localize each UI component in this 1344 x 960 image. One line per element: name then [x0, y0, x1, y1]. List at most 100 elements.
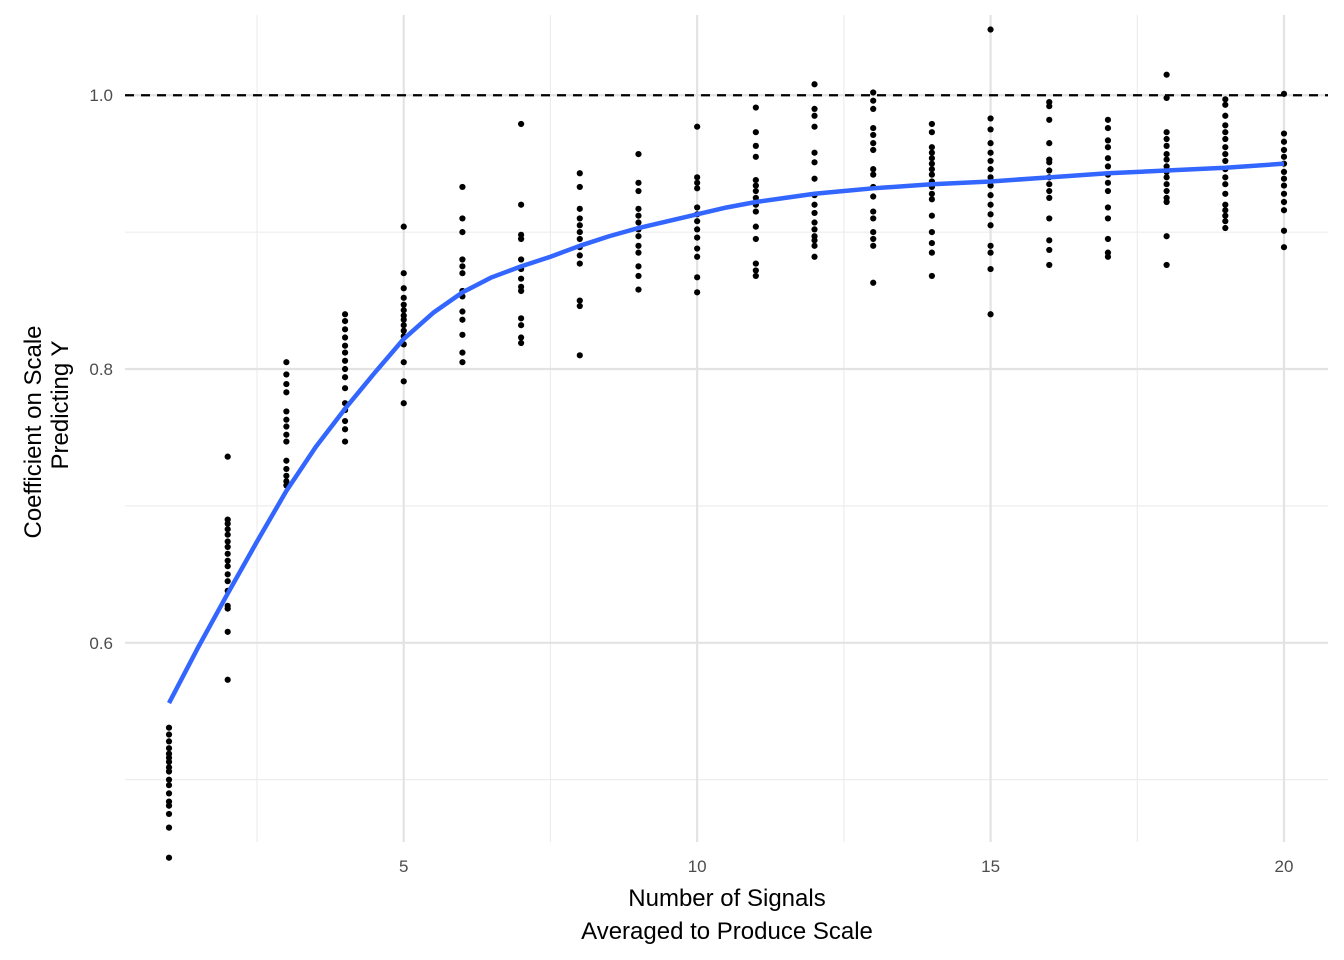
data-point	[1046, 187, 1053, 195]
data-point	[1046, 140, 1053, 147]
data-point	[1163, 233, 1170, 240]
data-point	[928, 149, 935, 156]
data-point	[341, 426, 349, 433]
data-point	[1222, 201, 1229, 208]
data-point	[224, 543, 231, 551]
data-point	[811, 123, 818, 130]
data-point	[870, 229, 877, 236]
data-point	[870, 279, 877, 286]
data-point	[987, 201, 994, 208]
data-point	[870, 146, 877, 154]
data-point	[576, 260, 583, 267]
data-point	[165, 745, 173, 752]
data-point	[341, 365, 349, 373]
data-point	[1163, 156, 1170, 163]
data-point	[1163, 135, 1170, 143]
data-point	[987, 311, 994, 318]
data-point	[576, 215, 583, 222]
data-point	[165, 854, 173, 861]
data-point	[1046, 246, 1053, 254]
data-point	[283, 389, 290, 396]
data-point	[224, 550, 231, 557]
data-point	[283, 371, 290, 378]
data-point	[635, 233, 642, 240]
data-point	[283, 465, 290, 473]
data-point	[928, 144, 935, 151]
data-point	[811, 159, 818, 166]
data-point	[576, 170, 583, 177]
data-point	[165, 782, 173, 789]
data-point	[1104, 124, 1112, 132]
data-point	[341, 385, 349, 392]
data-point	[341, 357, 349, 364]
data-point	[283, 431, 290, 438]
data-point	[283, 472, 290, 479]
x-tick-label: 5	[399, 857, 408, 876]
data-point	[518, 315, 525, 322]
data-point	[1280, 146, 1288, 154]
data-point	[518, 235, 525, 243]
smooth-curve	[167, 161, 1285, 705]
data-point	[752, 260, 759, 267]
data-point	[752, 267, 759, 274]
data-point	[459, 359, 466, 366]
data-point	[987, 149, 994, 156]
data-point	[870, 97, 877, 104]
data-point	[928, 160, 935, 167]
data-point	[400, 301, 407, 308]
data-point	[928, 212, 935, 219]
data-point	[752, 182, 759, 189]
data-point	[694, 204, 701, 211]
data-point	[987, 140, 994, 147]
data-point	[811, 237, 818, 244]
data-point	[1222, 135, 1229, 143]
data-point	[811, 219, 818, 226]
data-point	[870, 124, 877, 132]
data-point	[224, 557, 231, 564]
data-point	[459, 316, 466, 323]
data-point	[811, 242, 818, 249]
data-point	[1280, 130, 1288, 137]
data-point	[283, 423, 290, 430]
data-point	[165, 810, 173, 818]
x-axis-title-line-2: Averaged to Produce Scale	[581, 918, 873, 945]
data-point	[1046, 215, 1053, 222]
data-point	[1280, 175, 1288, 182]
data-point	[928, 249, 935, 256]
data-point	[694, 123, 701, 130]
data-point	[1280, 138, 1288, 145]
data-point	[341, 342, 349, 349]
data-point	[165, 768, 173, 775]
data-point	[1046, 261, 1053, 269]
data-point	[1163, 181, 1170, 188]
data-point	[224, 563, 231, 570]
data-point	[341, 311, 349, 318]
data-point	[518, 201, 525, 208]
data-point	[1046, 194, 1053, 201]
data-point	[459, 256, 466, 263]
data-point	[1222, 101, 1229, 108]
data-point	[1104, 235, 1112, 243]
data-point	[811, 81, 818, 88]
data-point	[400, 400, 407, 407]
data-point	[1222, 224, 1229, 232]
data-point	[752, 153, 759, 160]
data-point	[928, 239, 935, 247]
data-point	[928, 171, 935, 178]
data-point	[694, 253, 701, 260]
data-point	[459, 331, 466, 338]
data-point	[459, 183, 466, 191]
data-point	[870, 208, 877, 215]
data-point	[1222, 112, 1229, 119]
data-point	[1222, 150, 1229, 158]
data-point	[987, 211, 994, 218]
data-point	[811, 105, 818, 113]
data-point	[694, 289, 701, 296]
data-point	[576, 205, 583, 212]
data-point	[165, 802, 173, 809]
data-point	[811, 201, 818, 208]
data-point	[1222, 157, 1229, 165]
data-point	[1222, 144, 1229, 151]
data-point	[459, 263, 466, 270]
